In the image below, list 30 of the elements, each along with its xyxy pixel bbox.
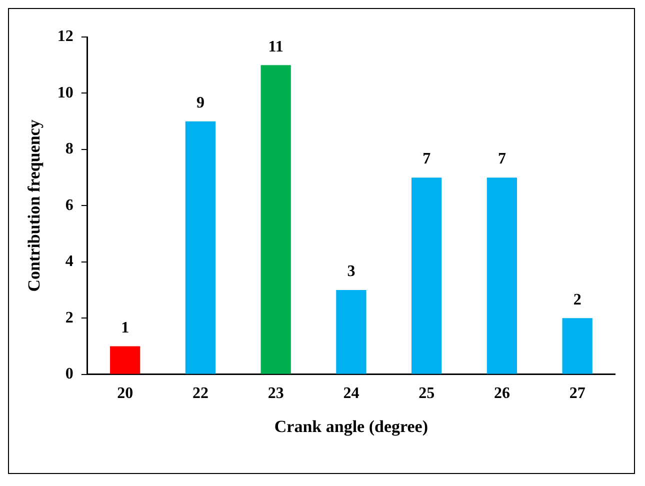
bar — [185, 121, 216, 374]
y-axis-title: Contribution frequency — [24, 119, 44, 292]
y-tick-label: 6 — [65, 196, 74, 214]
bar — [336, 290, 366, 374]
y-tick-label: 12 — [57, 28, 74, 46]
data-label: 7 — [498, 150, 506, 168]
y-tick-label: 4 — [65, 253, 74, 270]
y-tick-label: 2 — [65, 309, 74, 326]
x-tick-label: 23 — [268, 385, 284, 402]
y-tick-label: 0 — [65, 366, 74, 383]
x-axis-title: Crank angle (degree) — [274, 417, 428, 436]
x-tick-label: 22 — [192, 385, 208, 402]
data-label: 11 — [268, 38, 284, 56]
y-tick-label: 8 — [65, 140, 74, 158]
data-label: 3 — [347, 263, 356, 280]
bar — [110, 346, 140, 374]
data-label: 9 — [196, 94, 204, 112]
bar — [411, 178, 442, 374]
data-label: 7 — [422, 150, 431, 168]
data-label: 1 — [121, 319, 130, 336]
x-tick-label: 26 — [494, 385, 510, 402]
y-tick-label: 10 — [57, 84, 74, 102]
x-tick-label: 20 — [117, 385, 134, 402]
bar — [260, 65, 291, 374]
bar — [562, 318, 592, 374]
x-tick-label: 27 — [569, 385, 586, 402]
x-tick-label: 24 — [343, 385, 360, 402]
data-label: 2 — [573, 291, 582, 308]
x-tick-label: 25 — [418, 385, 435, 402]
bar — [486, 178, 518, 374]
